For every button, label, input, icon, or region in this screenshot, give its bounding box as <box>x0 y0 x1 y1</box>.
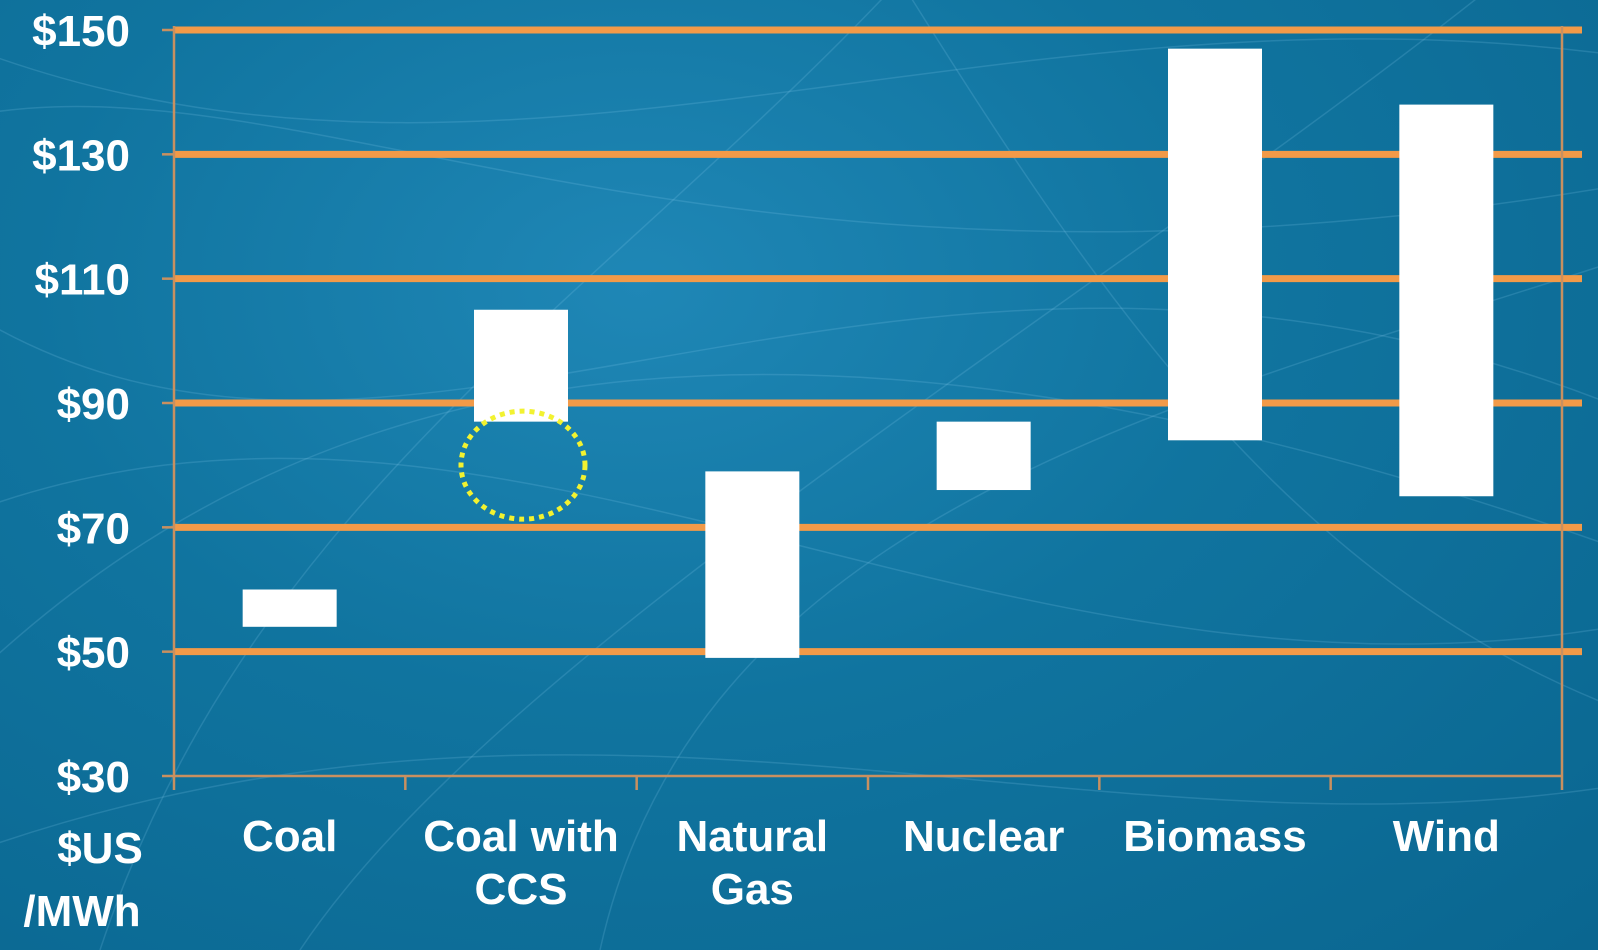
background-curve <box>299 0 1476 950</box>
range-bars <box>242 48 1494 658</box>
y-tick-label: $70 <box>57 504 130 553</box>
range-bar-coal-with-ccs <box>474 309 568 422</box>
background-curve <box>0 105 1598 233</box>
y-unit-label-line: $US <box>57 824 143 873</box>
range-bar-wind <box>1399 104 1494 497</box>
category-label: Coal with <box>423 812 619 861</box>
dotted-circle-annotation <box>458 408 588 522</box>
y-tick-label: $130 <box>32 131 130 180</box>
gridlines <box>174 26 1582 656</box>
category-label: Coal <box>242 812 337 861</box>
y-tick-labels: $150 $130 $110 $90 $70 $50 $30 <box>32 7 130 802</box>
range-bar-biomass <box>1168 48 1262 441</box>
background-curve <box>0 373 1598 654</box>
background-curve <box>0 754 1598 844</box>
y-tick-label: $30 <box>57 753 130 802</box>
background-curve <box>0 38 1598 124</box>
y-unit-label-line: /MWh <box>23 887 140 936</box>
y-tick-label: $110 <box>35 256 130 305</box>
y-tick-label: $150 <box>32 7 130 56</box>
category-label: CCS <box>475 865 568 914</box>
axes <box>162 26 1564 790</box>
y-tick-label: $50 <box>57 629 130 678</box>
category-label: Nuclear <box>903 812 1064 861</box>
category-label: Biomass <box>1123 812 1306 861</box>
range-bar-coal <box>242 589 337 627</box>
category-label: Gas <box>711 865 794 914</box>
y-tick-label: $90 <box>57 380 130 429</box>
range-bar-natural-gas <box>705 471 800 658</box>
y-axis-unit-label: $US/MWh <box>23 824 142 936</box>
category-label: Wind <box>1393 812 1500 861</box>
annotations <box>458 408 588 522</box>
category-label: Natural <box>677 812 829 861</box>
background-curve <box>0 307 1598 401</box>
background-curve <box>99 0 883 950</box>
range-bar-nuclear <box>936 421 1031 491</box>
